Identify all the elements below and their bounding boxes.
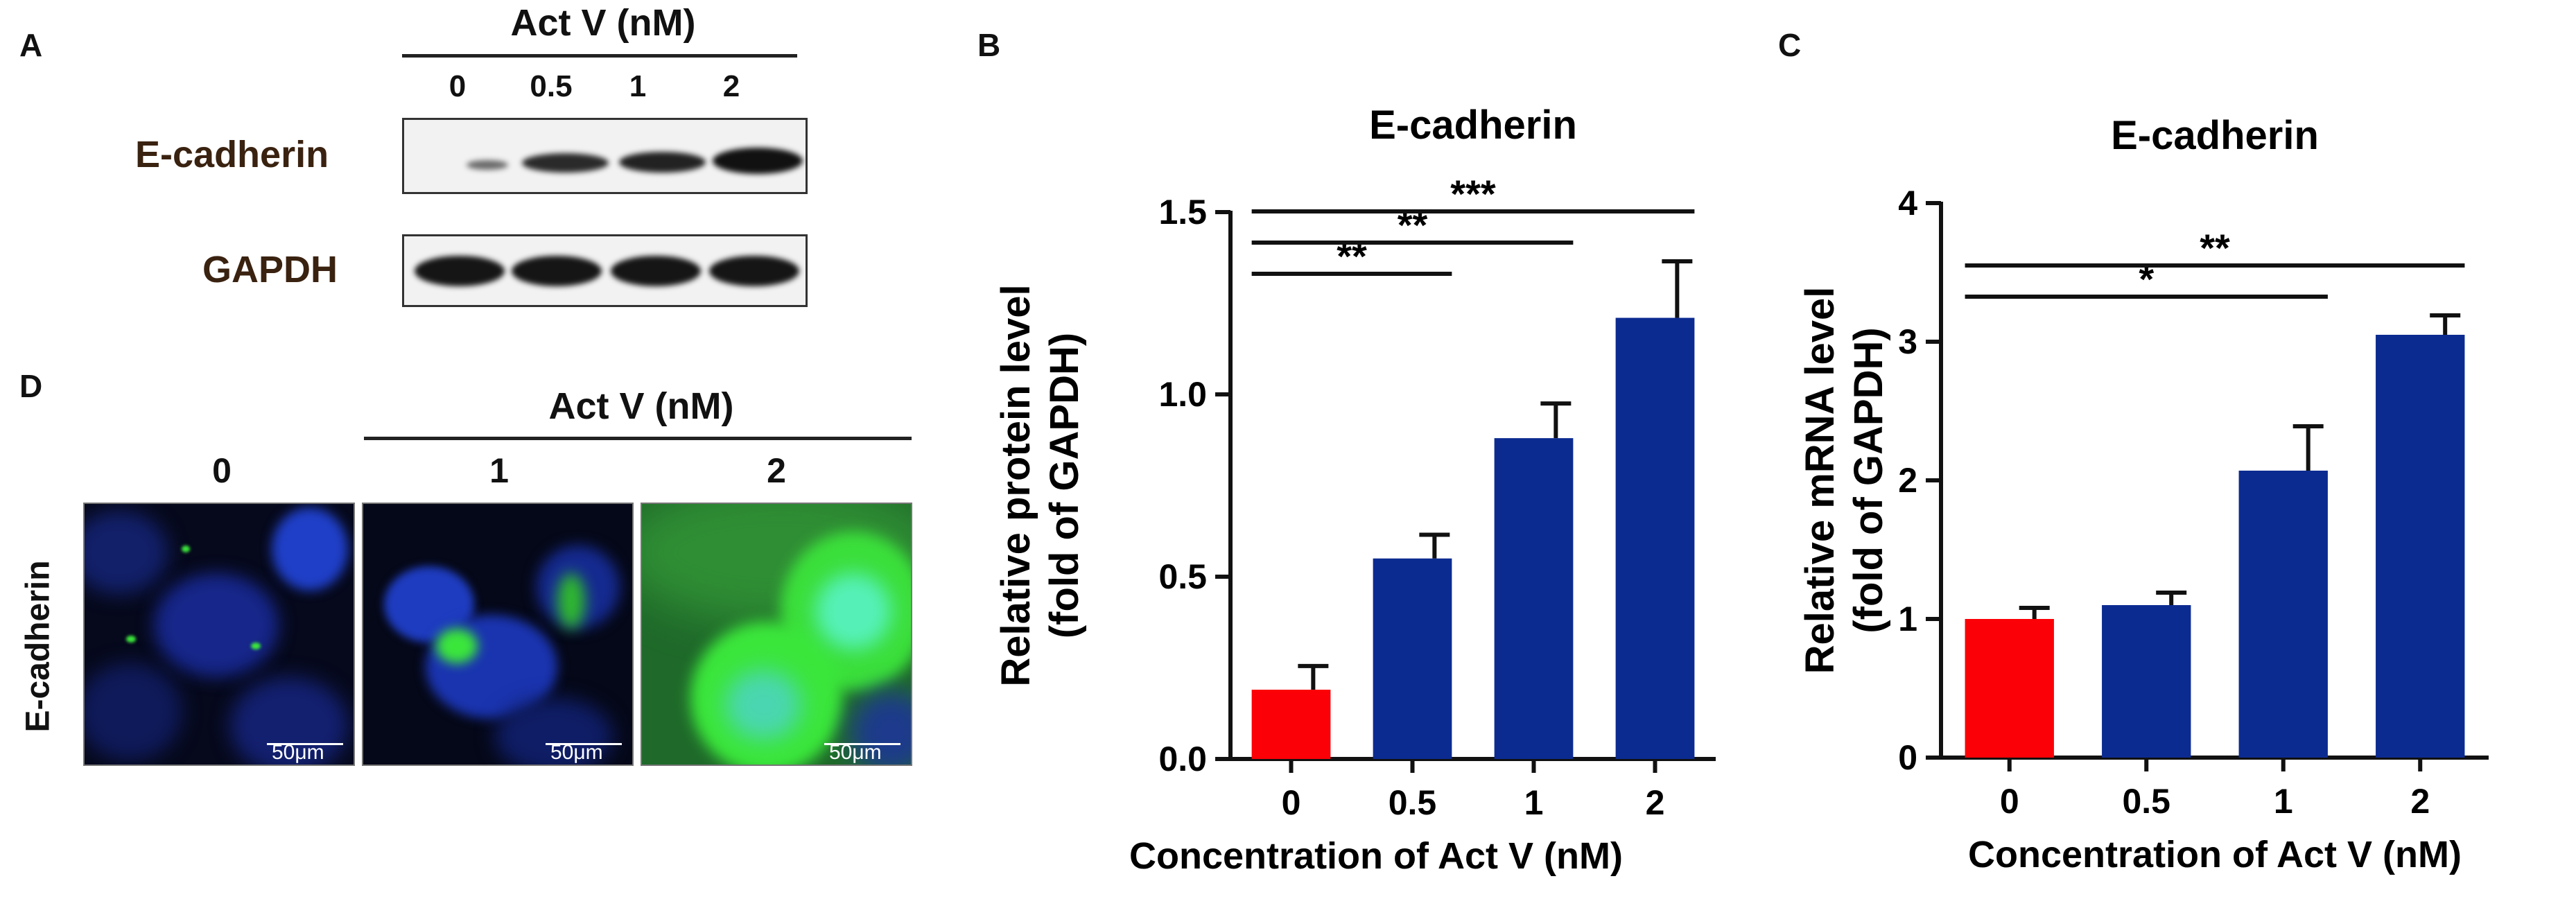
nucleus-blob (725, 670, 801, 740)
panel-a-lane-0-5: 0.5 (530, 69, 573, 103)
panel-d-header-rule (364, 437, 912, 440)
blot-label-ecadherin: E-cadherin (135, 134, 329, 175)
panel-d-letter: D (19, 368, 43, 404)
chart-c: E-cadherin Relative mRNA level (fold of GA… (1798, 113, 2489, 875)
band-ecadherin-0 (467, 160, 508, 170)
panel-d-col-1: 1 (489, 451, 509, 490)
micrograph-0nm: 50μm (83, 503, 355, 766)
y-axis-label: Relative protein level (993, 284, 1038, 686)
band-ecadherin-2 (713, 148, 803, 174)
bar-0 (1251, 690, 1331, 759)
y-axis-label-line2: (fold of GAPDH) (1846, 327, 1891, 633)
y-axis-label: Relative mRNA level (1798, 287, 1843, 674)
band-gapdh-1 (611, 256, 701, 286)
x-axis-label: Concentration of Act V (nM) (1129, 835, 1623, 877)
ecadherin-dot (251, 643, 261, 649)
chart-title: E-cadherin (1369, 103, 1577, 148)
nucleus-blob (85, 511, 168, 594)
nucleus-blob (815, 573, 891, 649)
y-tick-label: 1 (1898, 600, 1917, 638)
panel-c-letter: C (1778, 27, 1802, 63)
nucleus-blob (154, 573, 279, 677)
panel-a-letter: A (19, 27, 43, 63)
nucleus-blob (272, 507, 348, 591)
x-tick-label: 2 (2410, 782, 2430, 821)
bar-1 (2238, 471, 2328, 758)
ecadherin-stain (436, 629, 478, 663)
bar-1 (1494, 438, 1574, 759)
band-ecadherin-1 (619, 152, 706, 173)
panel-d-col-0: 0 (212, 451, 232, 490)
scale-bar-label: 50μm (272, 741, 324, 764)
nucleus-blob (85, 663, 182, 760)
panel-a-lane-2: 2 (722, 69, 740, 103)
band-gapdh-0-5 (512, 256, 602, 286)
y-axis-label-line2: (fold of GAPDH) (1042, 333, 1087, 638)
x-tick-label: 0 (1282, 783, 1301, 822)
panel-a-header-rule (402, 54, 797, 58)
y-tick-label: 0.5 (1158, 557, 1207, 596)
panel-d-row-label: E-cadherin (19, 560, 57, 733)
scale-bar-label: 50μm (550, 741, 603, 764)
bar-0 (1965, 619, 2054, 758)
panel-b-letter: B (977, 27, 1001, 63)
blot-ecadherin (402, 118, 808, 194)
significance-label: *** (1450, 172, 1496, 216)
significance-label: ** (2200, 226, 2230, 270)
scale-bar (267, 743, 343, 745)
panel-a-lane-0: 0 (449, 69, 467, 103)
blot-gapdh (402, 234, 808, 307)
panel-d-col-2: 2 (767, 451, 786, 490)
y-tick-label: 0.0 (1158, 740, 1207, 778)
significance-label: * (2139, 257, 2154, 301)
bar-2 (1615, 317, 1695, 759)
x-tick-label: 0 (2000, 782, 2019, 821)
panel-a-treatment-header: Act V (nM) (510, 2, 696, 44)
y-tick-label: 3 (1898, 322, 1917, 361)
x-axis-label: Concentration of Act V (nM) (1968, 834, 2462, 875)
scale-bar (546, 743, 622, 745)
band-gapdh-0 (415, 256, 505, 286)
micrograph-2nm: 50μm (641, 503, 912, 766)
bar-2 (2376, 335, 2465, 758)
y-tick-label: 4 (1898, 184, 1917, 222)
x-tick-label: 0.5 (2122, 782, 2170, 821)
panel-d-treatment-header: Act V (nM) (548, 385, 734, 427)
y-tick-label: 1.0 (1158, 375, 1207, 414)
ecadherin-dot (126, 636, 136, 643)
bar-0-5 (1373, 558, 1452, 759)
x-tick-label: 1 (1524, 783, 1544, 822)
micrograph-1nm: 50μm (362, 503, 634, 766)
panel-a-lane-1: 1 (629, 69, 647, 103)
ecadherin-dot (182, 545, 190, 552)
ecadherin-stain (557, 573, 585, 629)
chart-b: E-cadherin Relative protein level (fold of… (993, 103, 1716, 877)
x-tick-label: 1 (2274, 782, 2293, 821)
y-tick-label: 0 (1898, 738, 1917, 777)
nucleus-blob (230, 677, 348, 765)
scale-bar (824, 743, 900, 745)
x-tick-label: 0.5 (1389, 783, 1437, 822)
blot-label-gapdh: GAPDH (202, 249, 338, 290)
y-tick-label: 1.5 (1158, 193, 1207, 232)
nucleus-blob (495, 698, 613, 765)
bar-0-5 (2102, 605, 2191, 758)
x-tick-label: 2 (1646, 783, 1665, 822)
band-gapdh-2 (709, 256, 799, 286)
scale-bar-label: 50μm (829, 741, 882, 764)
band-ecadherin-0-5 (522, 153, 609, 173)
chart-title: E-cadherin (2111, 113, 2319, 158)
y-tick-label: 2 (1898, 461, 1917, 500)
